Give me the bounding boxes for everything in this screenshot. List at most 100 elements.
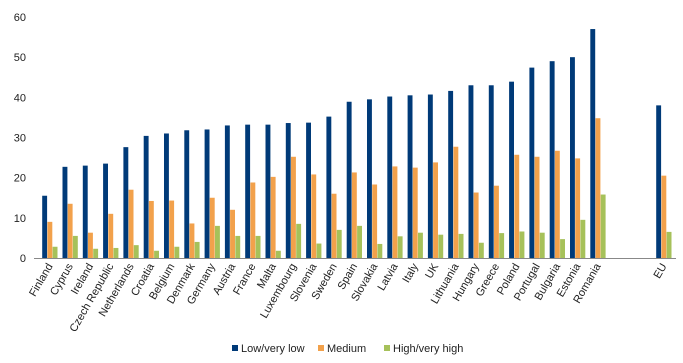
bar bbox=[169, 200, 175, 258]
bar bbox=[82, 165, 88, 258]
bar bbox=[270, 176, 276, 258]
legend-swatch bbox=[384, 345, 390, 351]
y-tick-label: 60 bbox=[14, 12, 26, 24]
bar bbox=[509, 81, 514, 258]
y-tick-label: 50 bbox=[14, 52, 26, 64]
bar bbox=[453, 146, 459, 258]
bar bbox=[224, 125, 230, 258]
bar bbox=[67, 203, 73, 258]
bar bbox=[529, 67, 535, 258]
bar bbox=[519, 231, 525, 258]
bar bbox=[499, 233, 505, 258]
bar bbox=[123, 147, 129, 258]
bars bbox=[42, 29, 672, 259]
bar bbox=[42, 195, 48, 258]
bar bbox=[148, 200, 154, 258]
bar bbox=[539, 232, 545, 258]
bar bbox=[265, 124, 271, 259]
bar bbox=[204, 129, 210, 258]
legend-label: High/very high bbox=[393, 343, 463, 355]
bar bbox=[72, 235, 78, 258]
x-tick-label: Italy bbox=[401, 261, 422, 285]
bar bbox=[103, 163, 108, 258]
x-tick-label: Latvia bbox=[376, 261, 402, 293]
bar bbox=[448, 90, 454, 258]
bar bbox=[367, 99, 372, 258]
y-tick-label: 0 bbox=[20, 253, 26, 265]
bar bbox=[291, 156, 296, 258]
bar bbox=[600, 194, 606, 258]
y-tick-label: 30 bbox=[14, 133, 26, 145]
bar bbox=[285, 123, 291, 258]
bar bbox=[275, 250, 281, 258]
bar bbox=[570, 57, 575, 258]
bar bbox=[595, 118, 601, 258]
bar bbox=[108, 213, 114, 258]
bar bbox=[377, 243, 383, 258]
bar bbox=[93, 248, 99, 258]
legend-swatch bbox=[318, 345, 324, 351]
bar bbox=[418, 232, 423, 258]
bar bbox=[488, 85, 494, 258]
bar bbox=[209, 197, 215, 258]
bar bbox=[458, 233, 464, 258]
bar bbox=[174, 246, 180, 258]
y-tick-label: 40 bbox=[14, 92, 26, 104]
bar bbox=[189, 223, 195, 258]
bar bbox=[52, 246, 58, 258]
legend-label: Medium bbox=[327, 343, 366, 355]
bar bbox=[560, 239, 565, 258]
legend-swatch bbox=[232, 345, 238, 351]
legend-label: Low/very low bbox=[241, 343, 305, 355]
x-tick-label: UK bbox=[423, 261, 441, 281]
bar bbox=[372, 184, 378, 258]
bar bbox=[554, 150, 560, 258]
bar bbox=[351, 172, 357, 258]
bar bbox=[88, 232, 93, 258]
y-tick-label: 20 bbox=[14, 173, 26, 185]
bar bbox=[534, 156, 540, 258]
bar bbox=[387, 96, 393, 258]
bar bbox=[245, 124, 251, 259]
bar bbox=[306, 122, 311, 258]
bar bbox=[590, 29, 596, 258]
bar bbox=[154, 250, 159, 258]
bar bbox=[296, 223, 302, 258]
bar bbox=[478, 242, 484, 258]
bar bbox=[235, 235, 241, 258]
bar bbox=[336, 229, 342, 258]
bar bbox=[575, 158, 581, 258]
bar bbox=[438, 234, 444, 258]
bar bbox=[514, 154, 520, 258]
bar bbox=[357, 225, 362, 258]
bar bbox=[326, 116, 332, 258]
bar bbox=[164, 133, 169, 258]
bar bbox=[473, 192, 479, 258]
bar bbox=[133, 245, 139, 258]
bar bbox=[397, 236, 403, 258]
bar bbox=[407, 95, 413, 258]
y-tick-label: 10 bbox=[14, 213, 26, 225]
x-tick-label: EU bbox=[652, 261, 670, 280]
bar bbox=[494, 185, 499, 258]
bar bbox=[143, 135, 149, 258]
legend: Low/very low Medium High/very high bbox=[232, 343, 463, 355]
bar bbox=[215, 225, 220, 258]
bar bbox=[316, 243, 322, 258]
y-axis-ticks: 0 10 20 30 40 50 60 bbox=[14, 12, 26, 265]
bar bbox=[62, 166, 68, 258]
bar bbox=[666, 231, 672, 258]
bar bbox=[128, 189, 134, 258]
bar bbox=[661, 175, 667, 258]
bar bbox=[433, 162, 438, 258]
bar bbox=[113, 247, 119, 258]
bar bbox=[468, 85, 474, 258]
bar bbox=[412, 167, 418, 259]
bar bbox=[331, 193, 337, 258]
bar bbox=[250, 182, 256, 258]
bar bbox=[427, 94, 433, 259]
bar bbox=[549, 61, 555, 259]
bar bbox=[580, 219, 586, 258]
